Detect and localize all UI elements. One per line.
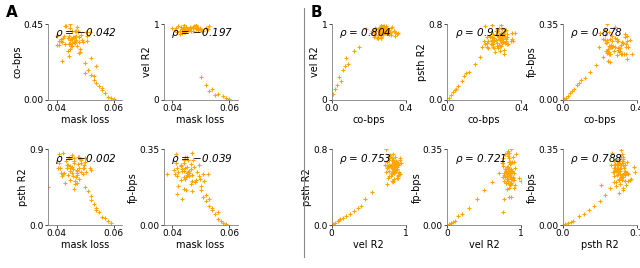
Y-axis label: fp-bps: fp-bps bbox=[412, 172, 421, 203]
Text: $\rho$ = −0.042: $\rho$ = −0.042 bbox=[56, 26, 117, 40]
X-axis label: vel R2: vel R2 bbox=[353, 240, 384, 250]
Y-axis label: fp-bps: fp-bps bbox=[527, 172, 537, 203]
X-axis label: co-bps: co-bps bbox=[468, 114, 500, 125]
Text: B: B bbox=[310, 5, 322, 20]
Text: $\rho$ = −0.197: $\rho$ = −0.197 bbox=[171, 26, 233, 40]
Y-axis label: vel R2: vel R2 bbox=[310, 47, 320, 77]
X-axis label: vel R2: vel R2 bbox=[469, 240, 500, 250]
Y-axis label: fp-bps: fp-bps bbox=[128, 172, 138, 203]
Text: A: A bbox=[6, 5, 18, 20]
Text: $\rho$ = 0.878: $\rho$ = 0.878 bbox=[570, 26, 623, 40]
Text: $\rho$ = −0.039: $\rho$ = −0.039 bbox=[171, 151, 232, 166]
Text: $\rho$ = 0.753: $\rho$ = 0.753 bbox=[339, 151, 392, 166]
X-axis label: psth R2: psth R2 bbox=[581, 240, 619, 250]
Text: $\rho$ = −0.002: $\rho$ = −0.002 bbox=[56, 151, 117, 166]
Y-axis label: vel R2: vel R2 bbox=[142, 47, 152, 77]
Y-axis label: fp-bps: fp-bps bbox=[527, 47, 537, 77]
Y-axis label: psth R2: psth R2 bbox=[301, 168, 312, 206]
Y-axis label: psth R2: psth R2 bbox=[417, 43, 427, 81]
Text: $\rho$ = 0.788: $\rho$ = 0.788 bbox=[570, 151, 623, 166]
Text: $\rho$ = 0.912: $\rho$ = 0.912 bbox=[454, 26, 508, 40]
X-axis label: mask loss: mask loss bbox=[177, 240, 225, 250]
X-axis label: co-bps: co-bps bbox=[353, 114, 385, 125]
X-axis label: mask loss: mask loss bbox=[61, 240, 109, 250]
X-axis label: mask loss: mask loss bbox=[61, 114, 109, 125]
X-axis label: mask loss: mask loss bbox=[177, 114, 225, 125]
Text: $\rho$ = 0.721: $\rho$ = 0.721 bbox=[454, 151, 506, 166]
Y-axis label: psth R2: psth R2 bbox=[18, 168, 28, 206]
Y-axis label: co-bps: co-bps bbox=[12, 46, 22, 78]
X-axis label: co-bps: co-bps bbox=[584, 114, 616, 125]
Text: $\rho$ = 0.804: $\rho$ = 0.804 bbox=[339, 26, 392, 40]
